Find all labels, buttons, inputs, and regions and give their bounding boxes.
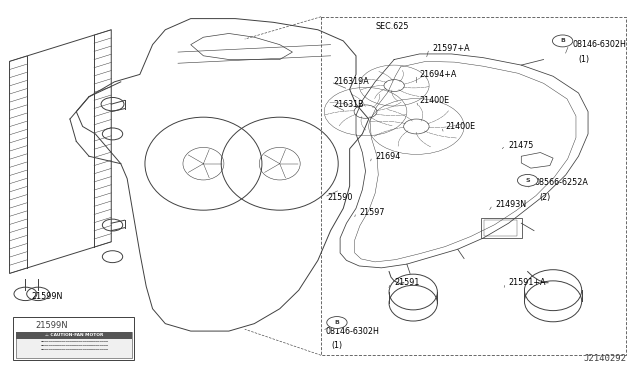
Text: (1): (1) bbox=[332, 341, 343, 350]
Text: SEC.625: SEC.625 bbox=[375, 22, 408, 31]
Text: 08146-6302H: 08146-6302H bbox=[326, 327, 380, 336]
Text: 08566-6252A: 08566-6252A bbox=[534, 178, 588, 187]
Text: 21591: 21591 bbox=[394, 278, 420, 287]
FancyBboxPatch shape bbox=[13, 317, 134, 360]
Circle shape bbox=[327, 317, 347, 328]
Text: ────────────────────────────────: ──────────────────────────────── bbox=[40, 344, 108, 348]
FancyBboxPatch shape bbox=[16, 332, 132, 358]
Circle shape bbox=[552, 35, 573, 47]
Text: (1): (1) bbox=[579, 55, 589, 64]
Text: 21591+A: 21591+A bbox=[509, 278, 546, 287]
Text: 21597+A: 21597+A bbox=[432, 44, 470, 53]
Text: 21599N: 21599N bbox=[32, 292, 63, 301]
Text: ⚠ CAUTION-FAN MOTOR: ⚠ CAUTION-FAN MOTOR bbox=[45, 333, 103, 337]
Text: 21590: 21590 bbox=[328, 193, 353, 202]
Text: B: B bbox=[560, 38, 565, 44]
Text: 21475: 21475 bbox=[509, 141, 534, 150]
Text: B: B bbox=[335, 320, 339, 325]
FancyBboxPatch shape bbox=[481, 218, 522, 238]
Text: 21694+A: 21694+A bbox=[420, 70, 457, 79]
Text: J2140292: J2140292 bbox=[583, 354, 626, 363]
Text: 21599N: 21599N bbox=[35, 321, 68, 330]
Text: 216319A: 216319A bbox=[333, 77, 369, 86]
Text: 21631B: 21631B bbox=[333, 100, 364, 109]
Text: 21597: 21597 bbox=[359, 208, 385, 217]
Circle shape bbox=[518, 174, 538, 186]
Text: ────────────────────────────────: ──────────────────────────────── bbox=[40, 340, 108, 344]
Text: 21400E: 21400E bbox=[420, 96, 450, 105]
Text: 08146-6302H: 08146-6302H bbox=[572, 40, 626, 49]
FancyBboxPatch shape bbox=[484, 220, 518, 236]
Text: S: S bbox=[525, 178, 530, 183]
FancyBboxPatch shape bbox=[16, 332, 132, 339]
Text: 21493N: 21493N bbox=[496, 200, 527, 209]
Text: (2): (2) bbox=[539, 193, 550, 202]
Text: 21694: 21694 bbox=[375, 152, 401, 161]
Text: 21400E: 21400E bbox=[445, 122, 475, 131]
Text: ────────────────────────────────: ──────────────────────────────── bbox=[40, 348, 108, 352]
